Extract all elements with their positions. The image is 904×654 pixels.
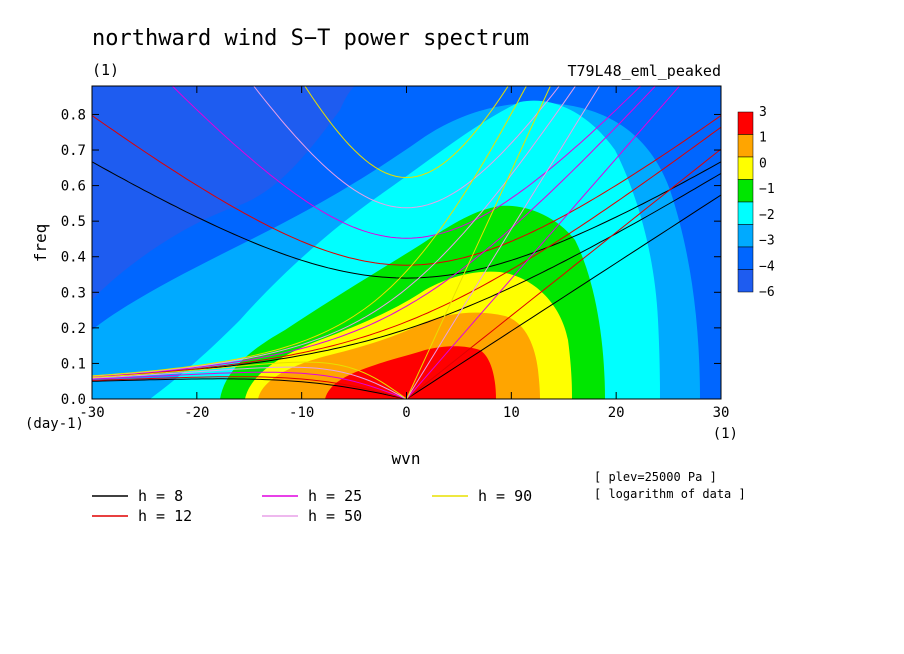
contour-fill-3 bbox=[325, 346, 496, 399]
unit-label-left: (1) bbox=[92, 61, 119, 79]
y-tick-label: 0.6 bbox=[61, 179, 86, 195]
x-tick-label: -30 bbox=[79, 405, 104, 421]
y-tick-label: 0.8 bbox=[61, 107, 86, 123]
legend-label: h = 8 bbox=[138, 487, 183, 505]
y-tick-label: 0.3 bbox=[61, 285, 86, 301]
x-tick-label: 10 bbox=[503, 405, 520, 421]
kelvin-wave-curve bbox=[406, 86, 681, 399]
experiment-label: T79L48_eml_peaked bbox=[567, 62, 721, 80]
x-tick-label: -20 bbox=[184, 405, 209, 421]
x-axis-label: wvn bbox=[392, 449, 421, 468]
y-tick-label: 0.5 bbox=[61, 214, 86, 230]
ig-wave-curve bbox=[304, 86, 509, 179]
rossby-wave-curve bbox=[92, 376, 407, 399]
mrg-wave-curve bbox=[92, 86, 577, 377]
rossby-wave-curve bbox=[92, 371, 407, 399]
note-plev: [ plev=25000 Pa ] bbox=[594, 470, 717, 484]
legend-label: h = 50 bbox=[308, 507, 362, 525]
y-tick-label: 0.4 bbox=[61, 250, 86, 266]
colorbar-swatch bbox=[737, 269, 754, 293]
x-tick-label: -10 bbox=[289, 405, 314, 421]
mrg-wave-curve bbox=[92, 86, 527, 377]
y-axis: 0.0 0.1 0.2 0.3 0.4 0.5 0.6 0.7 0.8 bbox=[61, 107, 721, 408]
y-tick-label: 0.0 bbox=[61, 392, 86, 408]
colorbar-swatch bbox=[737, 201, 754, 225]
y-tick-label: 0.1 bbox=[61, 356, 86, 372]
ig-wave-curve bbox=[253, 86, 560, 209]
colorbar-swatch bbox=[737, 179, 754, 203]
colorbar-swatch bbox=[737, 134, 754, 158]
dispersion-curves bbox=[92, 86, 721, 399]
x-tick-label: 30 bbox=[713, 405, 730, 421]
legend-label: h = 12 bbox=[138, 507, 192, 525]
colorbar-label: −1 bbox=[759, 182, 775, 197]
colorbar: 3 1 0 −1 −2 −3 −4 −6 bbox=[737, 105, 775, 300]
colorbar-swatch bbox=[737, 111, 754, 135]
legend-label: h = 25 bbox=[308, 487, 362, 505]
colorbar-swatch bbox=[737, 224, 754, 248]
colorbar-swatch bbox=[737, 246, 754, 270]
colorbar-label: 0 bbox=[759, 156, 767, 171]
y-axis-unit: (day-1) bbox=[25, 416, 84, 432]
x-tick-label: 0 bbox=[402, 405, 410, 421]
mrg-wave-curve bbox=[92, 86, 657, 377]
y-axis-label: freq bbox=[31, 224, 50, 263]
kelvin-wave-curve bbox=[406, 148, 721, 399]
x-axis-unit: (1) bbox=[713, 426, 738, 442]
note-logarithm: [ logarithm of data ] bbox=[594, 487, 746, 501]
legend-label: h = 90 bbox=[478, 487, 532, 505]
kelvin-wave-curve bbox=[406, 86, 551, 399]
ig-wave-curve bbox=[92, 115, 721, 266]
colorbar-label: −2 bbox=[759, 208, 775, 223]
x-tick-label: 20 bbox=[608, 405, 625, 421]
colorbar-label: 3 bbox=[759, 105, 767, 120]
chart-title: northward wind S−T power spectrum bbox=[92, 26, 529, 51]
kelvin-wave-curve bbox=[406, 194, 721, 399]
y-tick-label: 0.7 bbox=[61, 143, 86, 159]
kelvin-wave-curve bbox=[406, 86, 601, 399]
plot-area bbox=[92, 86, 721, 399]
rossby-wave-curve bbox=[92, 366, 407, 399]
y-tick-label: 0.2 bbox=[61, 321, 86, 337]
ig-wave-curve bbox=[92, 161, 721, 279]
colorbar-label: 1 bbox=[759, 131, 767, 146]
rossby-wave-curve bbox=[92, 361, 407, 399]
mrg-wave-curve bbox=[92, 126, 721, 378]
x-axis: -30 -20 -10 0 10 20 30 bbox=[79, 86, 729, 421]
colorbar-label: −4 bbox=[759, 259, 775, 274]
ig-wave-curve bbox=[171, 86, 642, 239]
legend: h = 8 h = 12 h = 25 h = 50 h = 90 bbox=[92, 487, 532, 525]
colorbar-label: −3 bbox=[759, 234, 775, 249]
colorbar-swatch bbox=[737, 156, 754, 180]
rossby-wave-curve bbox=[92, 378, 407, 399]
colorbar-label: −6 bbox=[759, 285, 775, 300]
